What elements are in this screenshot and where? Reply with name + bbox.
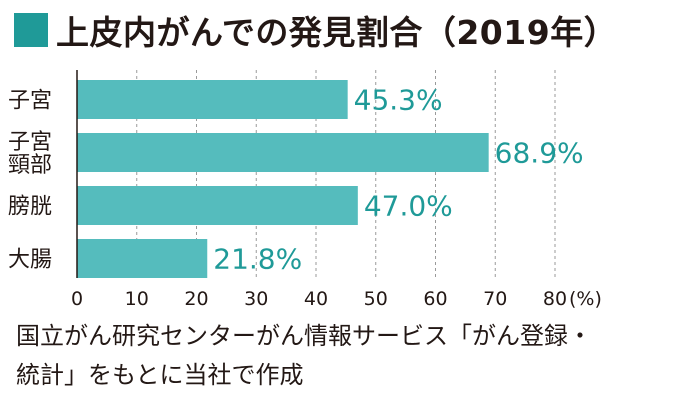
category-label: 子宮: [8, 89, 52, 114]
bar-value-label: 45.3%: [354, 84, 443, 117]
x-tick-label: 40: [304, 288, 328, 310]
x-tick-label: 50: [364, 288, 388, 310]
x-tick-label: 30: [244, 288, 268, 310]
bar: [77, 186, 358, 225]
chart-title-row: 上皮内がんでの発見割合（2019年）: [14, 8, 617, 52]
chart-title: 上皮内がんでの発見割合（2019年）: [56, 13, 618, 52]
bar-value-label: 68.9%: [495, 137, 584, 170]
bar-value-label: 47.0%: [364, 190, 453, 223]
x-tick-label: 70: [483, 288, 507, 310]
x-tick-label: 80: [543, 288, 567, 310]
category-label: 大腸: [8, 248, 52, 273]
x-tick-label: 60: [423, 288, 447, 310]
category-label: 膀胱: [8, 195, 52, 220]
x-unit-label: (%): [569, 288, 602, 310]
x-axis: 0 10 20 30 40 50 60 70 80 (%): [71, 70, 602, 310]
grid-lines: [136, 70, 556, 278]
title-marker: [14, 13, 48, 47]
bar: [77, 133, 489, 172]
bar: [77, 239, 208, 278]
bar-value-label: 21.8%: [213, 243, 302, 276]
x-tick-label: 0: [71, 288, 83, 310]
bars: 45.3% 68.9% 47.0% 21.8%: [77, 80, 584, 278]
x-tick-label: 10: [125, 288, 149, 310]
bar-chart: 45.3% 68.9% 47.0% 21.8% 0 10 20 30 40 50 60 70 80 (%…: [8, 70, 602, 310]
source-note: 国立がん研究センターがん情報サービス「がん登録・ 統計」をもとに当社で作成: [16, 322, 592, 389]
category-label: 子宮頸部: [8, 130, 52, 178]
x-tick-label: 20: [184, 288, 208, 310]
bar: [77, 80, 348, 119]
